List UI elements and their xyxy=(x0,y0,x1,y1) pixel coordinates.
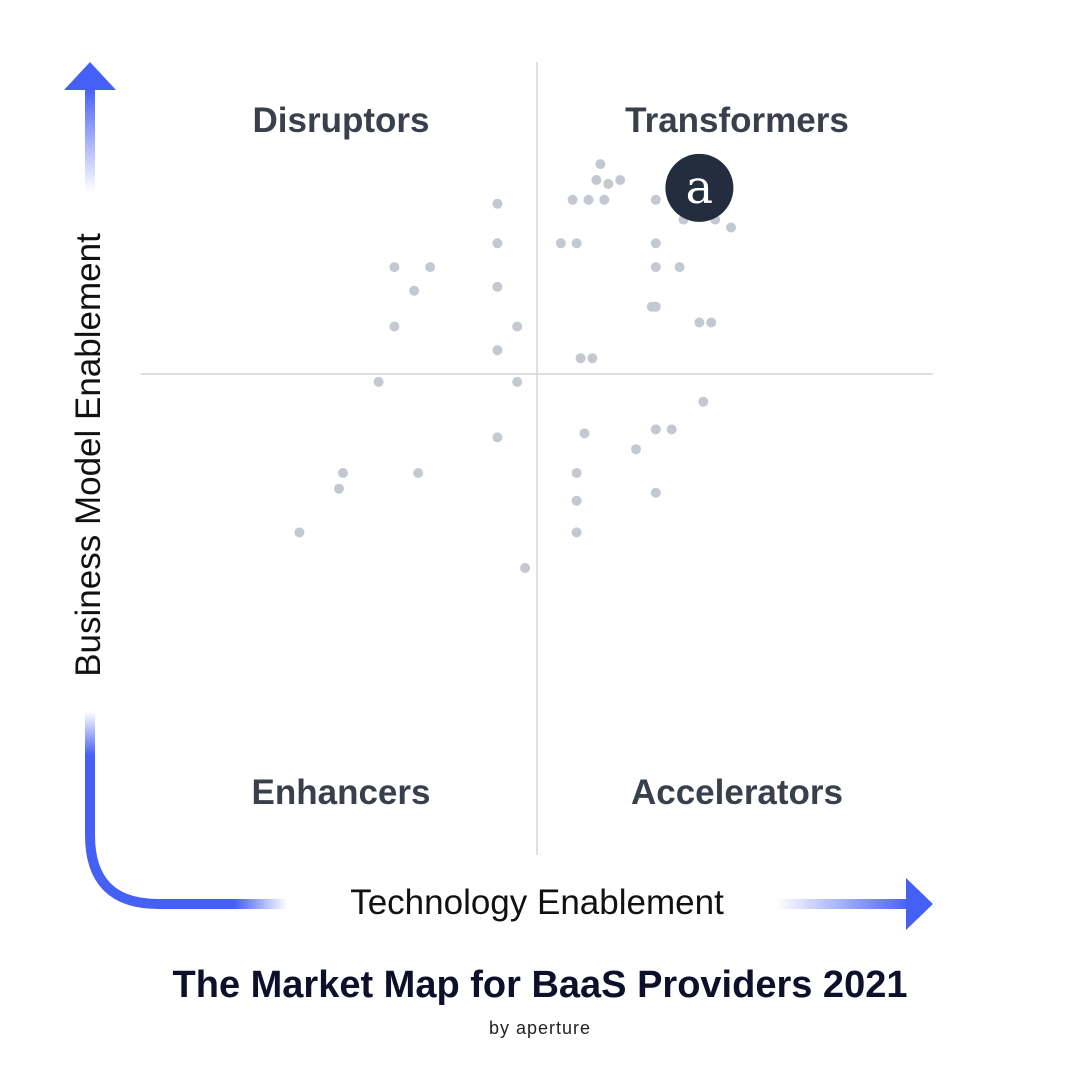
aperture-logo-icon xyxy=(665,153,734,222)
data-point xyxy=(595,159,606,170)
data-point xyxy=(389,262,400,273)
x-axis-label: Technology Enablement xyxy=(350,883,724,922)
data-point xyxy=(694,317,705,328)
data-point xyxy=(512,376,523,387)
data-point xyxy=(650,238,661,249)
chart-subtitle: by aperture xyxy=(0,1018,1080,1039)
corner-arrow-vertical xyxy=(85,712,95,836)
data-point xyxy=(520,563,531,573)
data-point xyxy=(650,301,661,312)
data-point xyxy=(567,194,578,205)
data-point xyxy=(579,428,590,439)
data-point xyxy=(294,527,305,538)
data-point xyxy=(413,468,424,478)
data-point xyxy=(726,222,736,233)
corner-arrow-horizontal xyxy=(157,899,287,909)
x-axis-arrowhead-icon xyxy=(906,878,933,930)
data-point xyxy=(492,238,503,249)
data-point xyxy=(571,527,582,538)
data-point xyxy=(599,194,610,205)
data-point xyxy=(650,194,661,205)
data-point xyxy=(571,468,582,478)
corner-arrow-curve xyxy=(85,834,159,909)
data-point xyxy=(338,468,348,478)
aperture-logo-letter: a xyxy=(686,160,713,214)
data-point xyxy=(555,238,566,249)
data-point xyxy=(492,281,503,292)
data-point xyxy=(591,175,602,185)
data-point xyxy=(615,175,626,185)
quadrant-label-enhancers: Enhancers xyxy=(252,773,431,812)
data-point xyxy=(512,321,523,332)
data-point xyxy=(571,495,582,506)
quadrant-label-disruptors: Disruptors xyxy=(253,101,430,140)
data-point xyxy=(389,321,400,332)
data-point xyxy=(698,396,709,407)
data-point xyxy=(492,432,503,443)
chart-title: The Market Map for BaaS Providers 2021 xyxy=(172,964,908,1006)
data-points xyxy=(294,159,736,573)
data-point xyxy=(674,262,685,273)
x-axis-arrow-shaft xyxy=(776,899,910,909)
byline-text: by aperture xyxy=(488,1018,592,1038)
data-point xyxy=(631,444,641,455)
data-point xyxy=(571,238,582,249)
y-axis-label: Business Model Enablement xyxy=(69,233,108,677)
data-point xyxy=(492,345,503,356)
data-point xyxy=(603,178,614,189)
data-point xyxy=(334,483,344,494)
quadrant-label-accelerators: Accelerators xyxy=(631,773,843,812)
data-point xyxy=(373,376,384,387)
data-point xyxy=(706,317,717,328)
data-point xyxy=(492,198,503,209)
data-point xyxy=(666,424,677,435)
quadrant-label-transformers: Transformers xyxy=(625,101,849,140)
aperture-highlight: a xyxy=(665,153,734,222)
data-point xyxy=(650,487,661,498)
data-point xyxy=(425,262,436,273)
data-point xyxy=(650,424,661,435)
data-point xyxy=(587,353,598,364)
y-axis-arrowhead-icon xyxy=(64,62,116,90)
data-point xyxy=(650,262,661,273)
data-point xyxy=(583,194,594,205)
data-point xyxy=(409,285,420,296)
y-axis-arrow-shaft xyxy=(85,88,95,192)
data-point xyxy=(575,353,586,364)
